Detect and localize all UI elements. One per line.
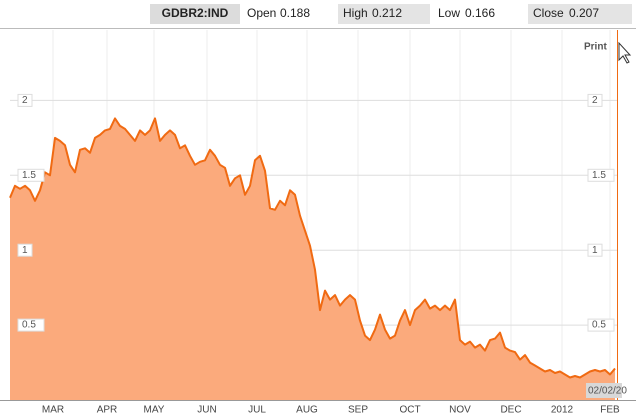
y-tick-box [17,168,45,182]
x-tick-label: 2012 [551,405,574,416]
y-tick-box [587,168,615,182]
high-label: High [343,6,368,20]
x-tick-label: MAY [144,405,165,416]
x-tick-label: MAR [42,405,64,416]
y-tick-box [17,93,33,107]
y-tick-label: 0.5 [592,320,606,331]
y-tick-box [587,318,615,332]
close-value: 0.207 [569,6,599,20]
close-box [528,4,632,24]
x-tick-label: JUN [197,405,216,416]
y-tick-label: 2 [22,95,28,106]
line [9,117,616,379]
x-tick-label: SEP [348,405,368,416]
close-label: Close [533,6,564,20]
date-box [586,383,622,398]
symbol: GDBR2:IND [162,6,229,20]
cursor-icon [618,41,632,64]
high-value: 0.212 [372,6,402,20]
plot-area: MAR APR MAY JUN JUL AUG SEP OCT NOV DEC 2012 FEB 0.5… [0,30,636,416]
y-tick-label: 1.5 [22,170,36,181]
y-tick-label: 0.5 [22,320,36,331]
y-tick-label: 1 [22,245,28,256]
x-tick-label: AUG [296,405,318,416]
x-tick-label: NOV [449,405,471,416]
low-value: 0.166 [465,6,495,20]
x-tick-label: DEC [500,405,521,416]
y-tick-box [587,93,603,107]
y-tick-box [587,243,603,257]
print-button[interactable]: Print [584,42,607,53]
y-tick-box [17,243,33,257]
symbol-box [150,4,240,24]
open-label: Open [247,6,276,20]
high-box [338,4,430,24]
y-tick-box [17,318,45,332]
y-tick-label: 1.5 [592,170,606,181]
y-tick-label: 2 [592,95,598,106]
date-label: 02/02/20 [588,386,627,397]
x-tick-label: JUL [248,405,266,416]
x-tick-label: OCT [399,405,420,416]
open-value: 0.188 [280,6,310,20]
x-tick-label: APR [97,405,118,416]
low-label: Low [438,6,460,20]
x-tick-label: FEB [600,405,620,416]
y-tick-label: 1 [592,245,598,256]
